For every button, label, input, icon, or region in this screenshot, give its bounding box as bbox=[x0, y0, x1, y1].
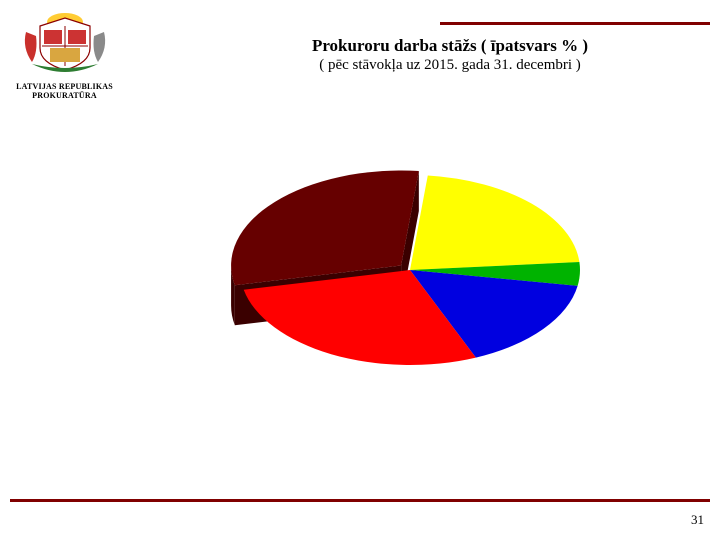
org-line2: PROKURATŪRA bbox=[12, 92, 117, 101]
bottom-rule bbox=[10, 499, 710, 502]
top-rule bbox=[440, 22, 710, 25]
logo-block: LATVIJAS REPUBLIKAS PROKURATŪRA bbox=[12, 8, 117, 101]
coat-of-arms-icon bbox=[20, 8, 110, 76]
chart-subtitle: ( pēc stāvokļa uz 2015. gada 31. decembr… bbox=[260, 57, 640, 74]
org-name: LATVIJAS REPUBLIKAS PROKURATŪRA bbox=[12, 83, 117, 101]
pie-slice bbox=[410, 176, 579, 270]
chart-title: Prokuroru darba stāžs ( īpatsvars % ) bbox=[260, 36, 640, 56]
page-number: 31 bbox=[691, 512, 704, 528]
title-block: Prokuroru darba stāžs ( īpatsvars % ) ( … bbox=[260, 36, 640, 74]
pie-chart bbox=[200, 120, 620, 440]
